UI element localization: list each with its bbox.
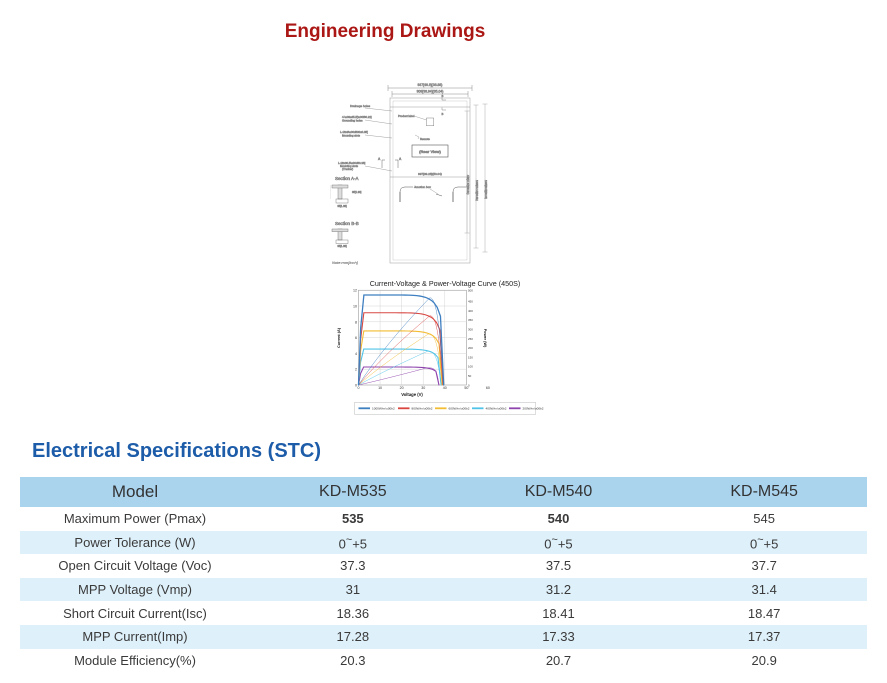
svg-text:449[17.67](60.8in): 449[17.67](60.8in) [466,175,469,195]
svg-text:35[1.38]: 35[1.38] [337,204,347,208]
svg-text:1000W/m\u00b2: 1000W/m\u00b2 [372,407,395,411]
svg-text:997[39.25](50.04): 997[39.25](50.04) [418,172,442,176]
svg-text:35[1.38]: 35[1.38] [337,244,347,248]
svg-text:(Tracker): (Tracker) [342,167,353,171]
svg-text:A: A [378,157,381,161]
svg-text:35[1.38]: 35[1.38] [352,190,362,194]
svg-text:937[46.9](36.88): 937[46.9](36.88) [418,83,443,87]
svg-text:Mounting slots: Mounting slots [342,134,361,138]
svg-text:A: A [399,157,402,161]
svg-text:B: B [442,112,444,116]
svg-text:Junction box: Junction box [414,185,431,189]
svg-text:909[38.94](35.04): 909[38.94](35.04) [417,90,444,94]
svg-text:1096[43.14](90.8in): 1096[43.14](90.8in) [475,180,478,201]
svg-text:Section A-A: Section A-A [335,176,359,181]
svg-text:Drainage holes: Drainage holes [350,104,371,108]
svg-text:Grounding holes: Grounding holes [342,119,363,123]
svg-text:600W/m\u00b2: 600W/m\u00b2 [449,407,470,411]
svg-text:B: B [442,94,444,98]
svg-text:800W/m\u00b2: 800W/m\u00b2 [412,407,433,411]
svg-text:(Rear View): (Rear View) [419,149,441,154]
svg-text:Remote: Remote [420,137,430,141]
svg-text:Note:mm[inch]: Note:mm[inch] [332,260,359,265]
svg-text:Product label: Product label [398,114,415,118]
svg-text:200W/m\u00b2: 200W/m\u00b2 [523,407,544,411]
svg-text:400W/m\u00b2: 400W/m\u00b2 [486,407,507,411]
svg-text:Section B-B: Section B-B [335,221,359,226]
svg-text:1995[80.5](90.04): 1995[80.5](90.04) [484,180,487,199]
